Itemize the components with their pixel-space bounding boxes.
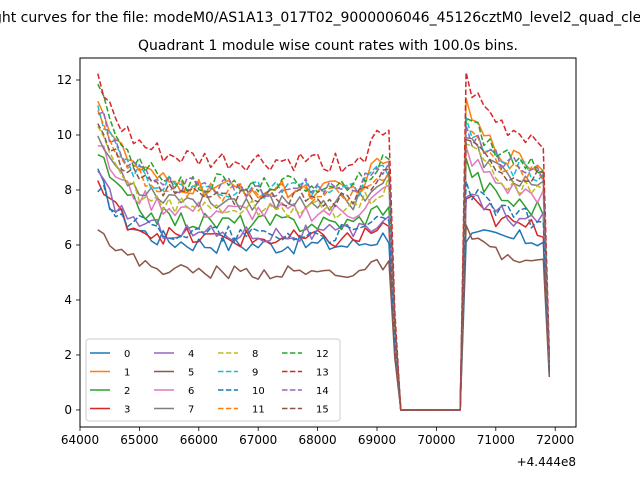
- y-tick-label: 12: [57, 73, 72, 87]
- legend-label: 6: [188, 386, 194, 397]
- x-tick-label: 71000: [477, 433, 515, 447]
- figure-suptitle: Light curves for the file: modeM0/AS1A13…: [0, 10, 640, 26]
- x-tick-label: 67000: [239, 433, 277, 447]
- legend-label: 5: [188, 368, 194, 379]
- legend-box: [85, 338, 341, 422]
- legend-label: 12: [316, 349, 329, 360]
- legend-label: 8: [252, 349, 258, 360]
- chart-title: Quadrant 1 module wise count rates with …: [138, 38, 518, 54]
- legend-label: 7: [188, 405, 194, 416]
- series-line-5: [97, 224, 551, 411]
- x-tick-label: 68000: [299, 433, 337, 447]
- series-line-10: [97, 180, 551, 411]
- x-offset-label: +4.444e8: [517, 455, 576, 469]
- legend-label: 10: [252, 386, 265, 397]
- x-tick-label: 65000: [120, 433, 158, 447]
- series-line-8: [97, 125, 551, 411]
- x-tick-label: 64000: [61, 433, 99, 447]
- legend-label: 1: [124, 368, 130, 379]
- legend-label: 9: [252, 368, 258, 379]
- y-tick-label: 6: [64, 238, 72, 252]
- series-line-9: [97, 105, 551, 411]
- legend-label: 2: [124, 386, 130, 397]
- series-line-15: [97, 123, 551, 411]
- legend-label: 11: [252, 405, 265, 416]
- x-tick-label: 69000: [358, 433, 396, 447]
- x-tick-label: 66000: [180, 433, 218, 447]
- series-lines: [97, 71, 551, 411]
- x-tick-label: 72000: [536, 433, 574, 447]
- plot-frame: [79, 57, 577, 428]
- series-line-3: [97, 180, 551, 411]
- y-tick-label: 0: [64, 403, 72, 417]
- series-line-13: [97, 71, 551, 411]
- series-line-4: [97, 170, 551, 411]
- legend-label: 3: [124, 405, 130, 416]
- legend-label: 13: [316, 368, 329, 379]
- y-tick-label: 8: [64, 183, 72, 197]
- x-axis: 64000 65000 66000 67000 68000 69000 70000 71000…: [61, 427, 574, 447]
- y-tick-label: 10: [57, 128, 72, 142]
- legend-label: 0: [124, 349, 130, 360]
- legend-label: 14: [316, 386, 329, 397]
- y-tick-label: 2: [64, 348, 72, 362]
- legend-label: 15: [316, 405, 329, 416]
- series-line-2: [97, 154, 551, 411]
- y-tick-label: 4: [64, 293, 72, 307]
- legend-label: 4: [188, 349, 194, 360]
- y-axis: 0 2 4 6 8 10 12: [57, 73, 80, 417]
- x-tick-label: 70000: [417, 433, 455, 447]
